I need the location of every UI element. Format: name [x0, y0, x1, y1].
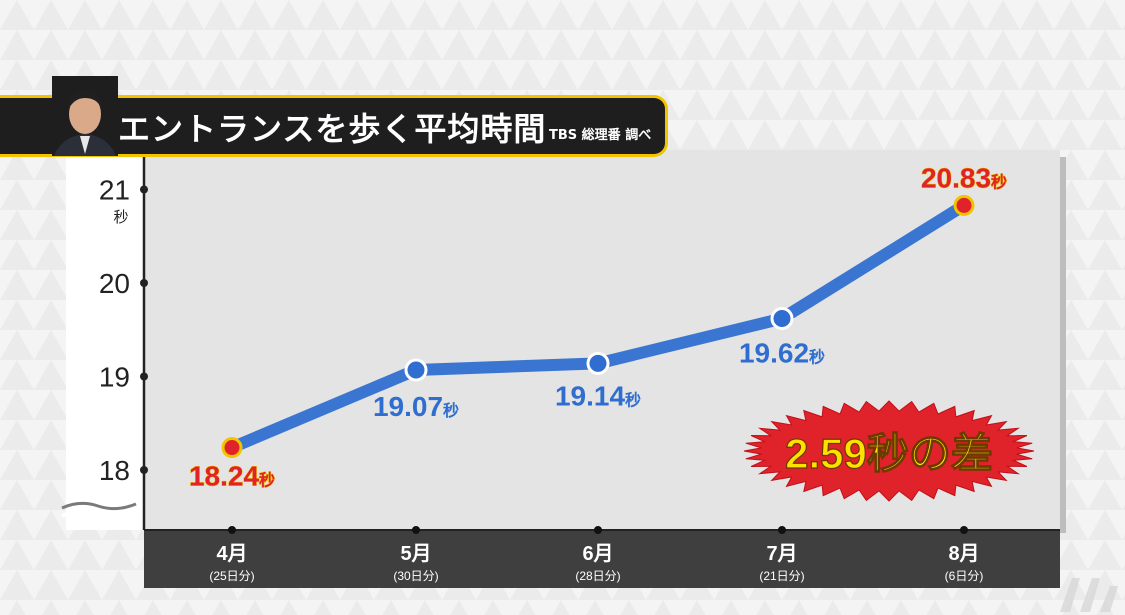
y-axis-strip	[66, 150, 144, 530]
person-portrait	[52, 76, 118, 156]
broadcaster-logo-icon	[1060, 578, 1118, 612]
x-tick-note: (25日分)	[209, 569, 254, 583]
value-label: 19.14秒	[555, 380, 641, 411]
x-tick-label: 8月	[948, 543, 979, 565]
y-tick-label: 18	[99, 455, 130, 486]
x-tick-mark	[594, 526, 602, 534]
y-tick-label: 19	[99, 362, 130, 393]
x-tick-note: (28日分)	[575, 569, 620, 583]
y-tick-label: 21	[99, 175, 130, 206]
x-tick-label: 4月	[216, 543, 247, 565]
y-tick-mark	[140, 372, 148, 381]
source-note: TBS 総理番 調べ	[549, 128, 652, 143]
difference-badge: 2.59秒の差	[743, 400, 1035, 502]
value-label: 18.24秒	[189, 461, 275, 492]
axis-break	[61, 501, 137, 511]
y-tick-label: 20	[99, 268, 130, 299]
value-label: 19.62秒	[739, 338, 825, 369]
value-label: 20.83秒	[921, 162, 1007, 193]
x-tick-note: (30日分)	[393, 569, 438, 583]
x-tick-note: (6日分)	[945, 569, 984, 583]
y-tick-mark	[140, 466, 148, 474]
data-point	[404, 358, 428, 382]
x-tick-mark	[778, 526, 786, 534]
data-point	[770, 307, 794, 331]
data-point	[586, 351, 610, 375]
chart-title: エントランスを歩く平均時間	[118, 110, 547, 148]
x-tick-mark	[412, 526, 420, 534]
x-axis-band	[144, 530, 1060, 588]
x-tick-mark	[960, 526, 968, 534]
x-tick-note: (21日分)	[759, 569, 804, 583]
difference-label: 2.59秒の差	[785, 430, 993, 477]
y-tick-mark	[140, 279, 148, 287]
x-tick-label: 6月	[582, 543, 613, 565]
x-tick-label: 5月	[400, 543, 431, 565]
y-unit-label: 秒	[113, 209, 128, 226]
data-point	[221, 437, 243, 459]
value-label: 19.07秒	[373, 391, 459, 422]
data-point	[953, 194, 975, 216]
x-tick-mark	[228, 526, 236, 534]
y-tick-mark	[140, 185, 148, 194]
x-tick-label: 7月	[766, 543, 797, 565]
